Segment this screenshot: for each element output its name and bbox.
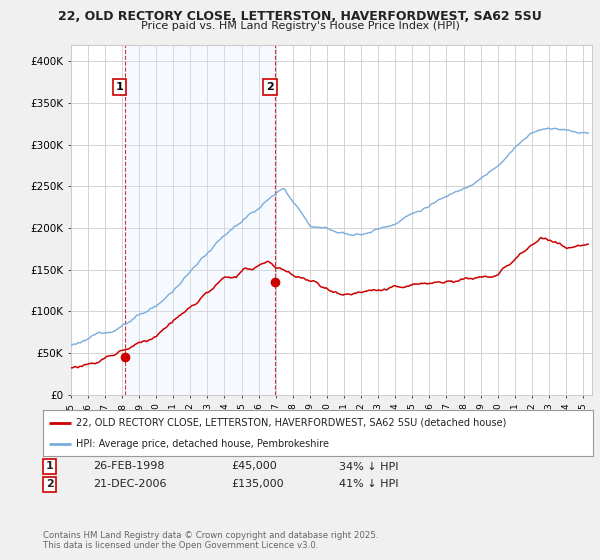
Text: HPI: Average price, detached house, Pembrokeshire: HPI: Average price, detached house, Pemb… <box>76 439 329 449</box>
Text: 26-FEB-1998: 26-FEB-1998 <box>93 461 164 472</box>
Text: Price paid vs. HM Land Registry's House Price Index (HPI): Price paid vs. HM Land Registry's House … <box>140 21 460 31</box>
Text: 41% ↓ HPI: 41% ↓ HPI <box>339 479 398 489</box>
Text: £135,000: £135,000 <box>231 479 284 489</box>
Text: 1: 1 <box>46 461 53 472</box>
Text: 22, OLD RECTORY CLOSE, LETTERSTON, HAVERFORDWEST, SA62 5SU: 22, OLD RECTORY CLOSE, LETTERSTON, HAVER… <box>58 10 542 22</box>
Text: 22, OLD RECTORY CLOSE, LETTERSTON, HAVERFORDWEST, SA62 5SU (detached house): 22, OLD RECTORY CLOSE, LETTERSTON, HAVER… <box>76 418 506 428</box>
Text: 1: 1 <box>116 82 124 92</box>
Text: 2: 2 <box>266 82 274 92</box>
Text: Contains HM Land Registry data © Crown copyright and database right 2025.
This d: Contains HM Land Registry data © Crown c… <box>43 531 379 550</box>
Bar <box>125 45 275 395</box>
Text: 21-DEC-2006: 21-DEC-2006 <box>93 479 167 489</box>
Text: 34% ↓ HPI: 34% ↓ HPI <box>339 461 398 472</box>
Text: £45,000: £45,000 <box>231 461 277 472</box>
Text: 2: 2 <box>46 479 53 489</box>
